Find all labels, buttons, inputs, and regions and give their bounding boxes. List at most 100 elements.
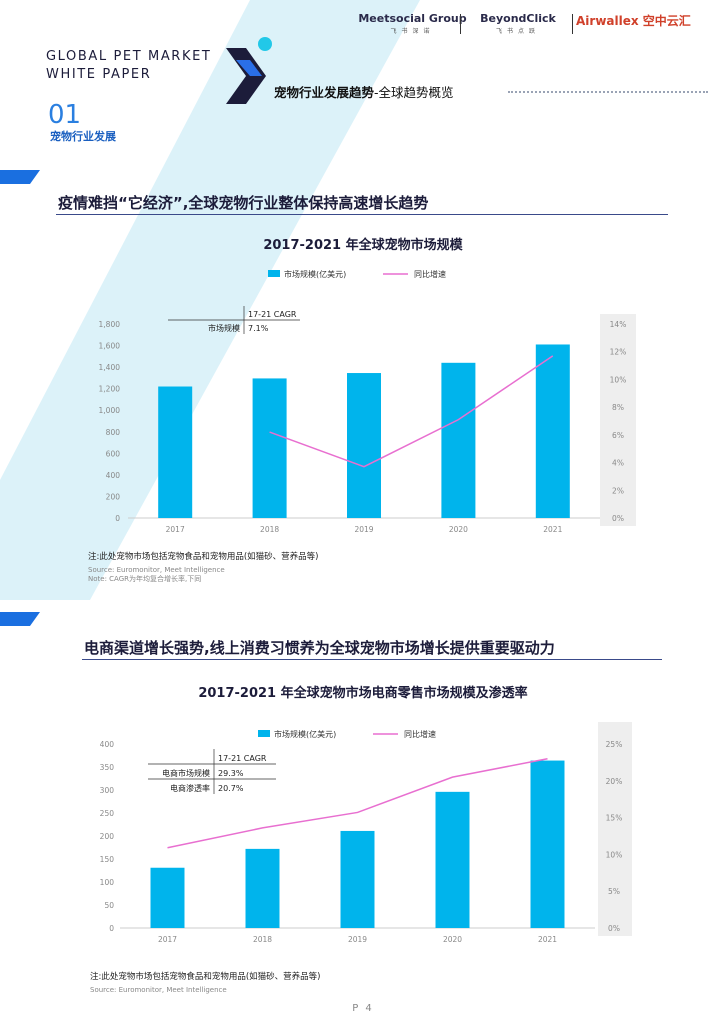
cagr-row-label: 市场规模 [208,323,240,333]
x-tick-label: 2018 [253,935,272,944]
bar-2017 [158,386,193,518]
x-tick-label: 2020 [449,525,468,534]
y2-tick-label: 8% [612,403,624,412]
cagr-row-value: 20.7% [218,784,244,793]
meetsocial-logo: Meetsocial Group 飞书深诺 [350,12,475,35]
meetsocial-logo-name: Meetsocial Group [358,12,467,25]
y-tick-label: 400 [106,471,121,480]
section1-blue-stripe [0,170,40,184]
section1-note: 注:此处宠物市场包括宠物食品和宠物用品(如猫砂、营养品等) [88,552,319,562]
y-tick-label: 0 [115,514,120,523]
x-tick-label: 2021 [543,525,562,534]
bar-2020 [435,791,470,928]
brand-title-line1: GLOBAL PET MARKET [46,49,212,64]
y-tick-label: 200 [100,832,115,841]
logo-divider [460,14,461,34]
bar-2019 [347,373,381,518]
x-tick-label: 2019 [348,935,367,944]
chart2-title: 2017-2021 年全球宠物市场电商零售市场规模及渗透率 [198,686,528,701]
legend-line-label: 同比增速 [414,269,446,279]
logo-divider [572,14,573,34]
section2-heading-underline [82,659,662,660]
airwallex-logo-name: Airwallex 空中云汇 [576,14,691,28]
dotted-separator [508,91,708,93]
legend-bar-label: 市场规模(亿美元) [284,269,346,279]
right-axis-panel [598,722,632,936]
cagr-row-value: 7.1% [248,324,269,333]
chevron-accent [236,60,262,76]
x-tick-label: 2019 [354,525,373,534]
topic-title-bold: 宠物行业发展趋势 [274,85,375,100]
right-axis-panel [600,314,636,526]
brand-title: GLOBAL PET MARKET WHITE PAPER [46,48,211,84]
legend-bar-swatch [258,730,270,737]
y2-tick-label: 25% [606,740,623,749]
bar-2017 [150,867,185,928]
page-number: P 4 [352,1003,374,1014]
section1-source-line: Source: Euromonitor, Meet Intelligence [88,566,225,574]
y-tick-label: 400 [100,740,115,749]
topic-title: 宠物行业发展趋势-全球趋势概览 [274,82,454,101]
chevron-logo-mark [226,48,266,104]
beyondclick-logo-sub: 飞书点跃 [495,28,540,35]
light-diagonal-band [0,0,420,600]
brand-title-line2: WHITE PAPER [46,67,152,82]
cagr-row-value: 29.3% [218,769,244,778]
cagr-table-header: 17-21 CAGR [218,754,267,763]
y2-tick-label: 12% [610,348,627,357]
x-tick-label: 2021 [538,935,557,944]
y2-tick-label: 2% [612,486,624,495]
bar-2021 [535,344,570,518]
cyan-dot [258,37,272,51]
legend-bar-swatch [268,270,280,277]
cagr-table-header: 17-21 CAGR [248,310,297,319]
chart1-market-size: 市场规模(亿美元) 同比增速 0 200 400 600 800 1,000 1,200 1,40… [99,269,636,534]
section-number: 01 [48,100,82,130]
y2-tick-label: 4% [612,459,624,468]
y2-tick-label: 10% [606,850,623,859]
legend-line-label: 同比增速 [404,729,436,739]
x-tick-label: 2017 [166,525,185,534]
y2-tick-label: 0% [612,514,624,523]
y-tick-label: 1,400 [99,363,121,372]
bar-2019 [340,830,375,928]
section2-source: Source: Euromonitor, Meet Intelligence [90,986,227,994]
y-tick-label: 100 [100,878,115,887]
x-tick-label: 2017 [158,935,177,944]
y-tick-label: 50 [104,901,114,910]
section2-blue-stripe [0,612,40,626]
bar-2018 [252,378,287,518]
growth-rate-line [269,355,554,468]
y-tick-label: 250 [100,809,115,818]
chart1-title: 2017-2021 年全球宠物市场规模 [263,238,463,253]
section1-heading: 疫情难挡“它经济”,全球宠物行业整体保持高速增长趋势 [58,194,429,212]
x-tick-label: 2018 [260,525,279,534]
y-tick-label: 1,600 [99,342,121,351]
section1-source-note: Note: CAGR为年均复合增长率,下同 [88,575,202,583]
bar-2021 [530,760,565,928]
beyondclick-logo-name: BeyondClick [480,12,556,25]
y-tick-label: 1,200 [99,385,121,394]
section1-source: Source: Euromonitor, Meet Intelligence N… [88,566,225,584]
y-tick-label: 300 [100,786,115,795]
chart2-ecommerce-size: 市场规模(亿美元) 同比增速 0 50 100 150 200 250 300 350 400 0% 5… [100,722,632,944]
y2-tick-label: 5% [608,887,620,896]
y-tick-label: 1,800 [99,320,121,329]
y-tick-label: 0 [109,924,114,933]
x-tick-label: 2020 [443,935,462,944]
y2-tick-label: 15% [606,814,623,823]
y-tick-label: 200 [106,492,121,501]
partner-logos: Meetsocial Group 飞书深诺 BeyondClick 飞书点跃 A… [350,12,720,38]
y2-tick-label: 20% [606,777,623,786]
y2-tick-label: 14% [610,320,627,329]
bar-2020 [441,362,476,518]
y-tick-label: 150 [100,855,115,864]
y-tick-label: 1,000 [99,406,121,415]
topic-title-rest: -全球趋势概览 [374,85,454,100]
section1-heading-underline [56,214,668,215]
section2-note: 注:此处宠物市场包括宠物食品和宠物用品(如猫砂、营养品等) [90,972,321,982]
y2-tick-label: 0% [608,924,620,933]
section2-heading: 电商渠道增长强势,线上消费习惯养为全球宠物市场增长提供重要驱动力 [84,639,555,657]
section-label: 宠物行业发展 [50,130,116,143]
